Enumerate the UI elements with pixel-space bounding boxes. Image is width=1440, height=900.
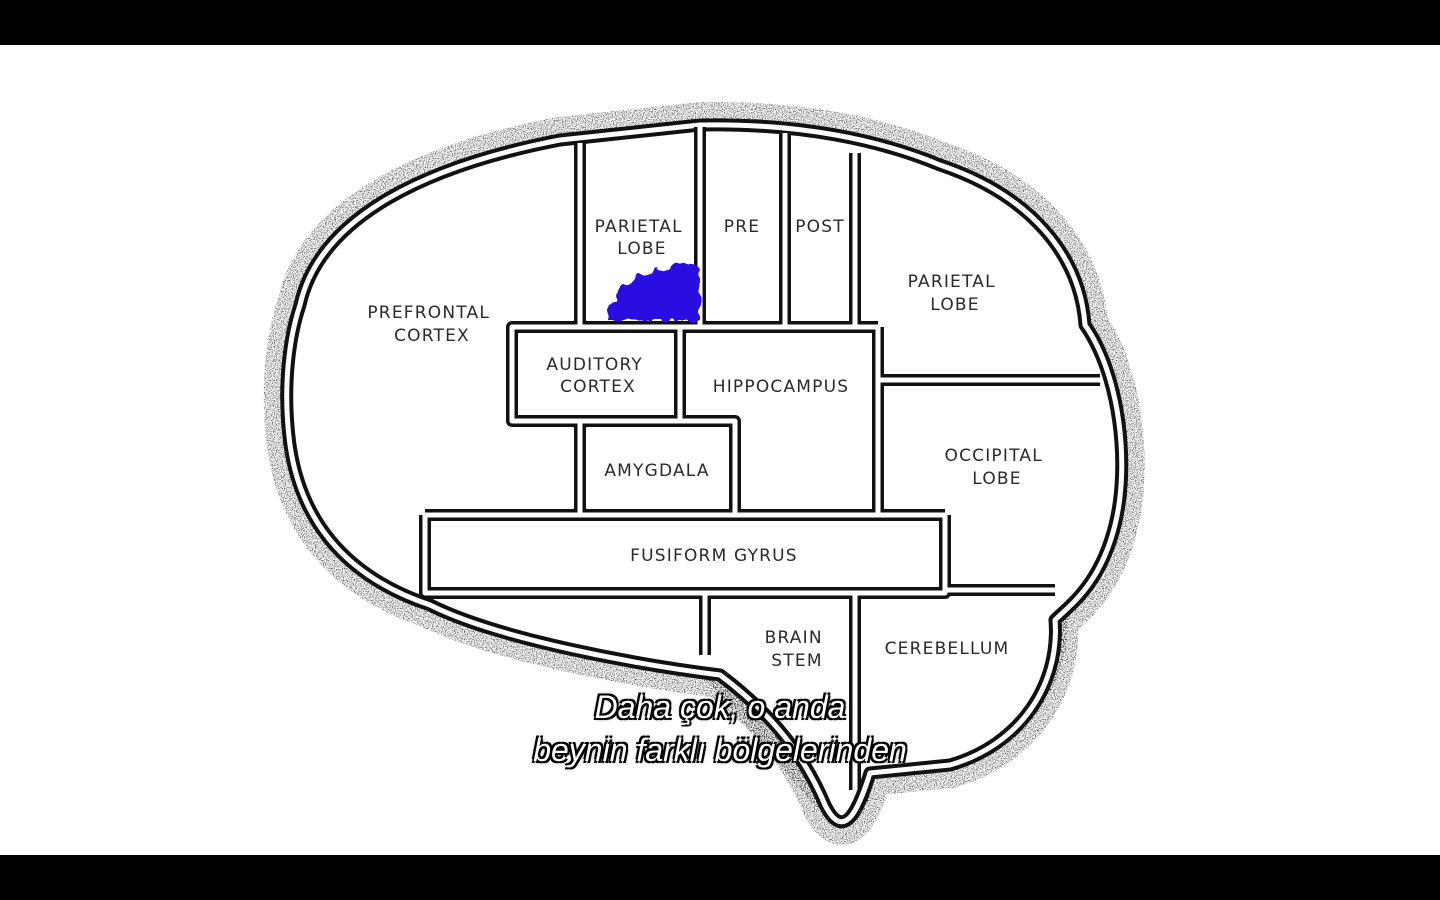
label-pre: PRE: [724, 217, 760, 237]
region-dividers: [419, 127, 1100, 790]
label-fusiform-gyrus: FUSIFORM GYRUS: [630, 546, 798, 566]
letterbox-bottom: [0, 855, 1440, 900]
brain-diagram: PARIETAL LOBE PRE POST PARIETAL LOBE PRE…: [263, 101, 1145, 845]
label-brain-stem: BRAIN STEM: [765, 628, 830, 671]
label-cerebellum: CEREBELLUM: [885, 639, 1010, 659]
label-occipital-lobe: OCCIPITAL LOBE: [945, 446, 1050, 489]
video-frame: PARIETAL LOBE PRE POST PARIETAL LOBE PRE…: [0, 45, 1440, 855]
subtitle-line-1: Daha çok, o anda: [594, 689, 846, 725]
label-parietal-lobe-front: PARIETAL LOBE: [595, 217, 690, 259]
label-post: POST: [795, 217, 845, 237]
subtitles: Daha çok, o anda beynin farklı bölgeleri…: [0, 686, 1440, 772]
label-hippocampus: HIPPOCAMPUS: [713, 377, 850, 397]
letterbox-top: [0, 0, 1440, 45]
label-prefrontal-cortex: PREFRONTAL CORTEX: [367, 303, 496, 346]
label-amygdala: AMYGDALA: [604, 461, 709, 481]
label-auditory-cortex: AUDITORY CORTEX: [546, 355, 649, 397]
label-parietal-lobe-back: PARIETAL LOBE: [908, 272, 1003, 315]
subtitle-line-2: beynin farklı bölgelerinden: [533, 732, 907, 768]
parietal-activity-highlight: [608, 263, 700, 320]
